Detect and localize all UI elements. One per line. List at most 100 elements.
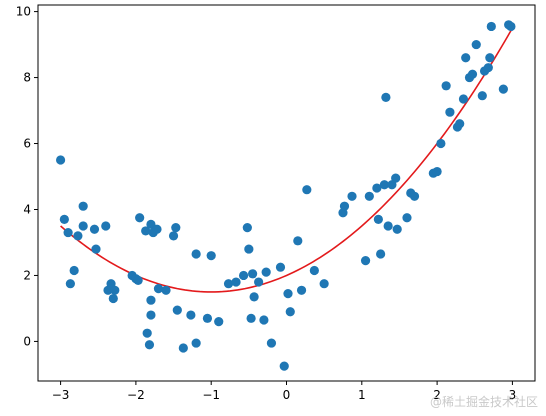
scatter-point (339, 201, 350, 211)
scatter-point (191, 338, 201, 348)
scatter-point (73, 231, 83, 241)
watermark-text: @稀土掘金技术社区 (429, 395, 538, 409)
scatter-point (55, 155, 66, 165)
y-tick-label: 6 (23, 137, 31, 151)
scatter-point (152, 224, 162, 234)
x-tick-label: −2 (127, 388, 145, 402)
scatter-point (285, 307, 295, 317)
scatter-point (108, 293, 118, 304)
scatter-point (246, 313, 256, 323)
scatter-point (101, 221, 111, 231)
x-axis-ticks: −3 −2 −1 0 1 2 3 (52, 381, 516, 402)
scatter-point (141, 226, 151, 236)
scatter-point (455, 119, 465, 129)
scatter-point (91, 244, 101, 254)
scatter-point (360, 256, 371, 266)
scatter-point (379, 180, 389, 190)
scatter-point (319, 279, 329, 289)
scatter-point (266, 338, 277, 348)
scatter-point (191, 249, 201, 259)
x-tick-label: −3 (52, 388, 70, 402)
scatter-point (485, 53, 495, 63)
scatter-point (135, 213, 145, 223)
scatter-point (178, 343, 188, 353)
scatter-point (144, 340, 155, 350)
x-tick-label: 2 (433, 388, 441, 402)
scatter-point (309, 265, 319, 276)
x-tick-label: 0 (283, 388, 291, 402)
scatter-point (261, 267, 271, 277)
scatter-point (483, 63, 493, 73)
scatter-point (471, 39, 481, 50)
y-tick-label: 2 (23, 268, 31, 282)
scatter-point (441, 81, 451, 91)
scatter-point (372, 183, 382, 193)
scatter-point (383, 221, 393, 231)
scatter-point (293, 236, 303, 246)
scatter-point (146, 295, 156, 305)
scatter-point (214, 317, 224, 327)
scatter-point (142, 328, 152, 338)
y-tick-label: 10 (16, 5, 31, 19)
scatter-point (254, 277, 264, 287)
scatter-point (65, 279, 75, 289)
scatter-point (168, 231, 179, 241)
scatter-point (364, 191, 374, 201)
scatter-point (391, 173, 401, 183)
scatter-points-layer (55, 20, 516, 371)
scatter-point (223, 279, 234, 289)
scatter-point (296, 285, 307, 295)
scatter-point (78, 201, 88, 211)
scatter-point (146, 310, 156, 320)
scatter-point (461, 53, 471, 63)
y-tick-label: 0 (23, 334, 31, 348)
scatter-point (172, 305, 182, 315)
scatter-point (249, 292, 259, 302)
scatter-point (231, 277, 241, 287)
scatter-point (506, 21, 516, 32)
scatter-point (279, 361, 289, 371)
scatter-point (376, 249, 386, 259)
scatter-point (202, 313, 213, 323)
scatter-point (467, 69, 478, 79)
scatter-point (432, 166, 442, 177)
scatter-point (381, 92, 391, 102)
scatter-point (89, 224, 100, 234)
scatter-point (69, 265, 79, 276)
scatter-point (402, 213, 412, 223)
scatter-point (78, 221, 88, 231)
x-tick-label: 3 (509, 388, 517, 402)
scatter-point (486, 21, 496, 32)
scatter-point (275, 262, 286, 272)
scatter-point (302, 185, 312, 195)
scatter-point (238, 270, 249, 281)
scatter-point (59, 214, 69, 224)
scatter-point (498, 84, 508, 94)
scatter-point (63, 227, 73, 238)
scatter-point (171, 223, 181, 233)
y-tick-label: 8 (23, 71, 31, 85)
scatter-point (436, 138, 446, 149)
scatter-point (458, 94, 469, 104)
scatter-point (259, 315, 269, 325)
scatter-point (186, 310, 196, 320)
scatter-point (206, 251, 216, 261)
scatter-point (392, 224, 402, 234)
scatter-point (283, 289, 293, 299)
x-tick-label: 1 (358, 388, 366, 402)
scatter-point (409, 191, 420, 201)
scatter-point (445, 107, 455, 117)
scatter-point (373, 214, 383, 224)
scatter-point (242, 223, 252, 233)
y-axis-ticks: 0 2 4 6 8 10 (16, 5, 38, 348)
scatter-point (161, 285, 171, 295)
scatter-point (153, 284, 164, 294)
scatter-point (248, 269, 258, 279)
scatter-point (244, 244, 254, 254)
scatter-point (477, 91, 487, 101)
scatter-point (347, 191, 357, 201)
plot-background (38, 5, 535, 381)
x-tick-label: −1 (202, 388, 220, 402)
scatter-point (133, 275, 143, 285)
